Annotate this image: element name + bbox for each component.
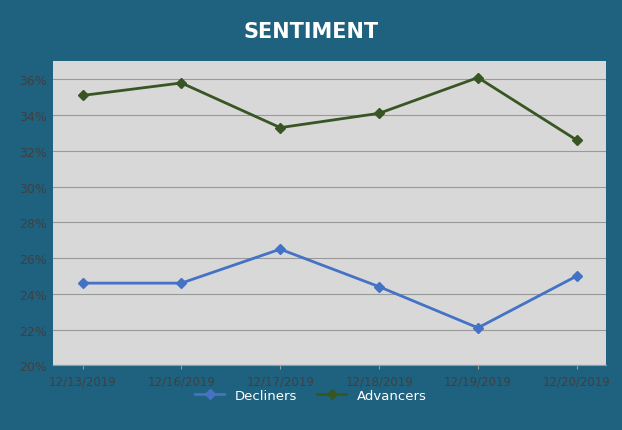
Advancers: [277, 126, 284, 131]
Line: Decliners: Decliners: [79, 246, 580, 332]
Advancers: [178, 81, 185, 86]
Decliners: [375, 285, 383, 290]
Decliners: [178, 281, 185, 286]
Line: Advancers: Advancers: [79, 75, 580, 144]
Advancers: [474, 76, 481, 81]
Advancers: [375, 111, 383, 117]
Text: SENTIMENT: SENTIMENT: [243, 22, 379, 42]
Advancers: [79, 94, 86, 99]
Decliners: [277, 247, 284, 252]
Decliners: [573, 274, 580, 279]
Legend: Decliners, Advancers: Decliners, Advancers: [190, 384, 432, 408]
Advancers: [573, 138, 580, 143]
Decliners: [474, 326, 481, 331]
Decliners: [79, 281, 86, 286]
